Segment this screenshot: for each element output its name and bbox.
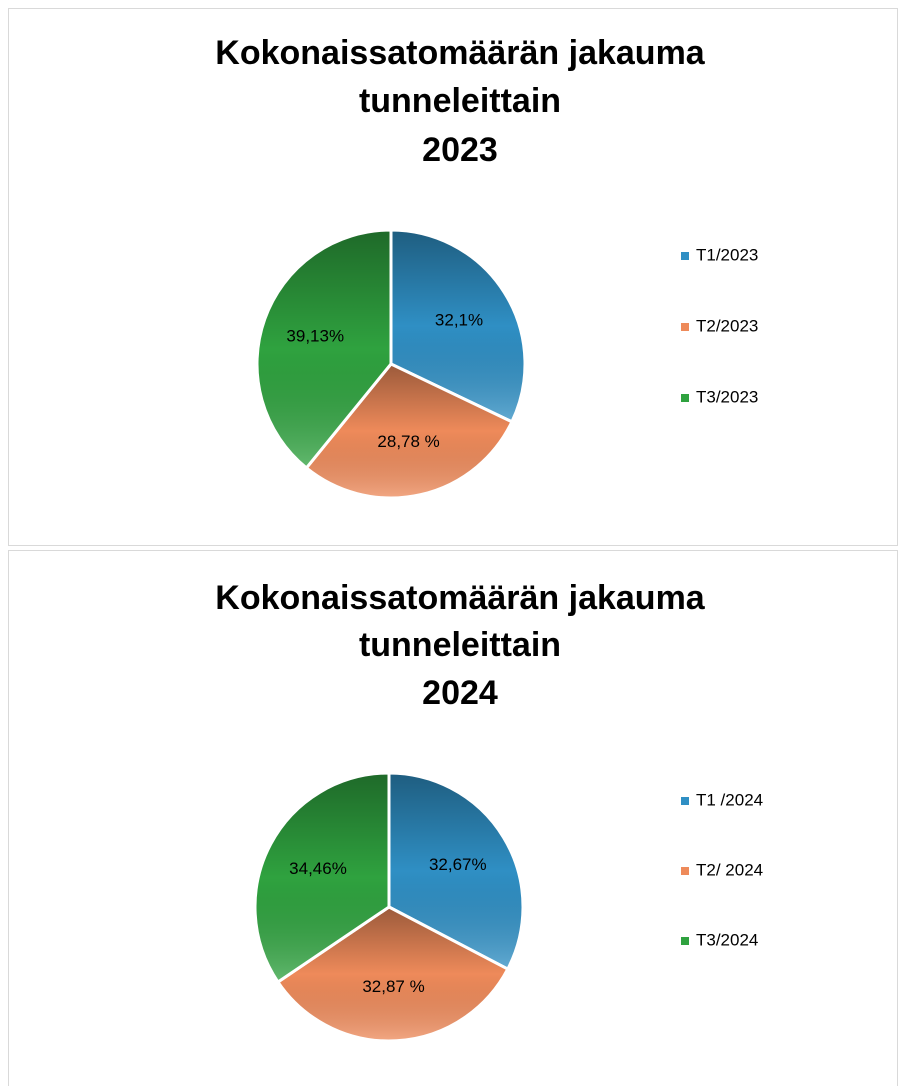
legend-label: T2/ 2024 (696, 860, 763, 879)
legend-marker (681, 323, 689, 331)
legend-marker (681, 252, 689, 260)
slice (276, 905, 510, 1043)
chart-title: Kokonaissatomäärän jakauma (215, 34, 706, 72)
legend-label: T1/2023 (696, 245, 758, 264)
slice (253, 771, 391, 984)
chart-title: tunneleittain (359, 82, 561, 120)
slice-shade (276, 905, 510, 1043)
chart-title: Kokonaissatomäärän jakauma (215, 579, 706, 617)
legend-label: T1 /2024 (696, 790, 763, 809)
legend-label: T2/2023 (696, 316, 758, 335)
panel-border (8, 550, 898, 1086)
legend-label: T3/2023 (696, 387, 758, 406)
legend-marker (681, 867, 689, 875)
legend-marker (681, 394, 689, 402)
data-label: 32,1% (435, 311, 483, 330)
slice (255, 228, 393, 470)
slice-shade (387, 771, 525, 971)
slice-shade (389, 228, 527, 424)
panel-border (8, 8, 898, 546)
slice (389, 228, 527, 424)
slice-shade (253, 771, 391, 984)
slice-shade (255, 228, 393, 470)
slice (387, 771, 525, 971)
slice-shade (304, 362, 514, 500)
chart-title: tunneleittain (359, 626, 561, 664)
chart-title: 2023 (422, 131, 498, 169)
chart-title: 2024 (422, 674, 498, 712)
data-label: 39,13% (286, 327, 344, 346)
legend-label: T3/2024 (696, 930, 758, 949)
legend-marker (681, 797, 689, 805)
data-label: 34,46% (289, 859, 347, 878)
data-label: 32,67% (429, 855, 487, 874)
legend-marker (681, 937, 689, 945)
data-label: 32,87 % (362, 977, 424, 996)
slice (304, 362, 514, 500)
data-label: 28,78 % (377, 432, 439, 451)
